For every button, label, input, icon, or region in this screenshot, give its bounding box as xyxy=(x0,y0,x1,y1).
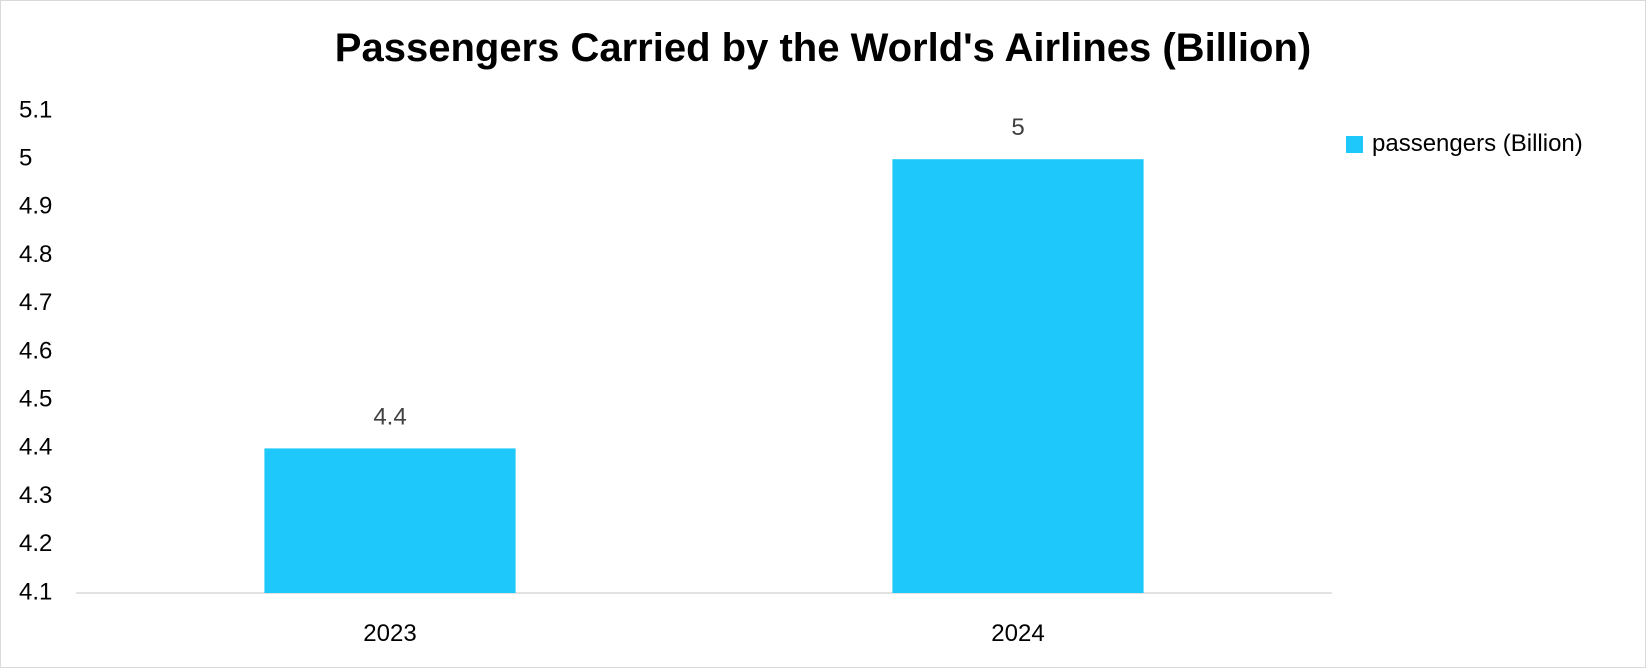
y-tick-label: 4.6 xyxy=(19,337,52,364)
y-tick-label: 4.4 xyxy=(19,434,52,461)
y-tick-label: 4.2 xyxy=(19,530,52,557)
legend-label: passengers (Billion) xyxy=(1372,130,1583,157)
bar-2024 xyxy=(892,159,1144,593)
data-label: 5 xyxy=(1011,114,1024,141)
bar-2023 xyxy=(264,448,516,593)
data-label: 4.4 xyxy=(373,403,406,430)
legend: passengers (Billion) xyxy=(1346,130,1583,158)
y-tick-label: 4.9 xyxy=(19,193,52,220)
chart-title: Passengers Carried by the World's Airlin… xyxy=(334,26,1312,70)
legend-swatch xyxy=(1346,135,1363,153)
y-tick-label: 5.1 xyxy=(19,96,52,123)
x-tick-label: 2023 xyxy=(363,620,416,647)
y-tick-label: 4.5 xyxy=(19,386,52,413)
x-tick-label: 2024 xyxy=(991,620,1044,647)
y-tick-label: 5 xyxy=(19,145,32,172)
y-tick-label: 4.3 xyxy=(19,482,52,509)
y-tick-label: 4.7 xyxy=(19,289,52,316)
y-tick-label: 4.1 xyxy=(19,578,52,605)
y-tick-label: 4.8 xyxy=(19,241,52,268)
